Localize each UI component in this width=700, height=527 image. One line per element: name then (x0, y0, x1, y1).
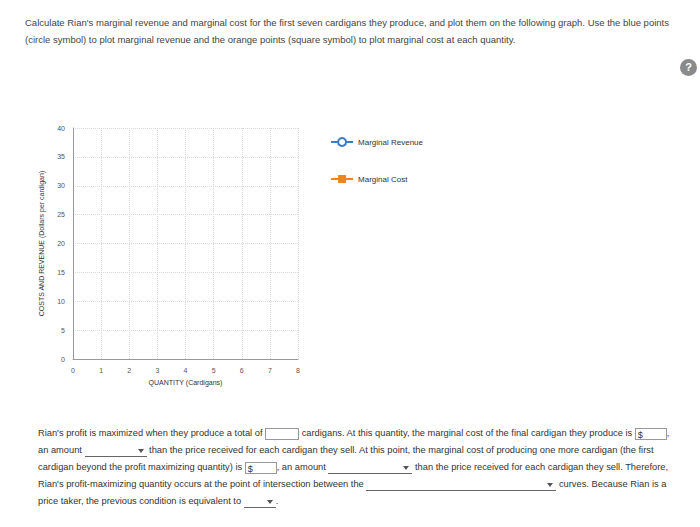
svg-text:0: 0 (61, 356, 65, 363)
svg-text:0: 0 (71, 367, 75, 374)
svg-text:20: 20 (57, 240, 65, 247)
svg-text:25: 25 (57, 211, 65, 218)
html-text:cardigans. At this quantity, t: cardigans. At this quantity, the margina… (299, 428, 643, 440)
svg-text:7: 7 (268, 367, 272, 374)
svg-text:3: 3 (155, 367, 159, 374)
html-text:Rian's profit is maximized whe: Rian's profit is maximized when they pro… (38, 428, 266, 438)
svg-text:1: 1 (99, 367, 103, 374)
svg-text:8: 8 (296, 367, 300, 374)
svg-text:10: 10 (57, 298, 65, 305)
svg-text:2: 2 (127, 367, 131, 374)
svg-text:4: 4 (184, 367, 188, 374)
html-text:than the price received for ea: than the price received for each cardiga… (38, 445, 654, 474)
html-text:Calculate Rian's marginal reve: Calculate Rian's marginal revenue and ma… (25, 17, 669, 45)
svg-text:COSTS AND REVENUE (Dollars per: COSTS AND REVENUE (Dollars per cardigan) (38, 171, 46, 317)
svg-text:Marginal Revenue: Marginal Revenue (358, 138, 423, 147)
svg-text:5: 5 (212, 367, 216, 374)
svg-text:15: 15 (57, 269, 65, 276)
svg-text:QUANTITY (Cardigans): QUANTITY (Cardigans) (149, 379, 223, 387)
html-text:curves. Because Rian is a pric: curves. Because Rian is a price taker, t… (38, 479, 667, 506)
svg-text:Marginal Cost: Marginal Cost (358, 175, 408, 184)
svg-text:30: 30 (57, 182, 65, 189)
svg-text:5: 5 (61, 327, 65, 334)
html-text:, an amount: , an amount (276, 462, 329, 472)
svg-text:6: 6 (240, 367, 244, 374)
svg-text:35: 35 (57, 153, 65, 160)
html-text:than the price received for ea: than the price received for each cardiga… (38, 462, 668, 489)
svg-text:40: 40 (57, 125, 65, 132)
html-text:, an amount: , an amount (38, 428, 670, 455)
